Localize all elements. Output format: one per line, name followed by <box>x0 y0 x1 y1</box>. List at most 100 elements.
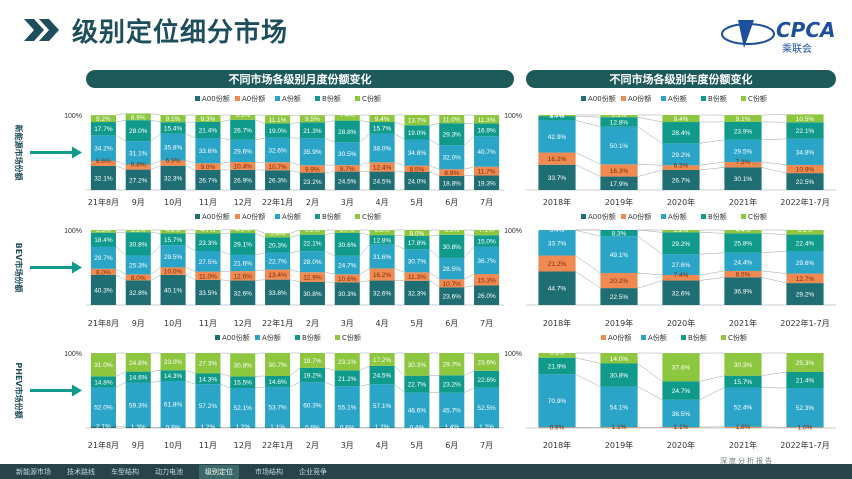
bar-segment <box>230 427 256 428</box>
bar-segment <box>439 123 465 146</box>
data-label: 70.9% <box>548 398 567 405</box>
bar-segment <box>724 230 762 234</box>
bar-segment <box>439 426 465 428</box>
monthly-panel-header: 不同市场各级别月度份额变化 <box>86 70 514 88</box>
data-label: 3.2% <box>674 227 689 234</box>
connector-line <box>637 229 663 233</box>
nav-item[interactable]: 市场结构 <box>255 467 283 476</box>
bar-segment <box>369 268 395 281</box>
bar-segment <box>369 133 395 163</box>
bar-segment <box>299 251 325 273</box>
bar-segment <box>90 387 116 427</box>
bar-segment <box>195 279 221 305</box>
data-label: 30.3% <box>408 362 427 369</box>
data-label: 22.7% <box>268 259 287 266</box>
connector-line <box>699 387 725 401</box>
nav-item[interactable]: 级别定位 <box>199 464 239 479</box>
bar-segment <box>265 427 291 428</box>
bar-segment <box>662 232 700 255</box>
legend-label: A00份额 <box>202 212 230 221</box>
x-tick-label: 6月 <box>445 198 458 207</box>
nav-item[interactable]: 企业竞争 <box>299 467 327 476</box>
connector-line <box>464 166 475 170</box>
bar-segment <box>404 392 430 428</box>
data-label: 4.4% <box>736 227 751 234</box>
legend-label: A份额 <box>668 94 687 103</box>
connector-line <box>324 367 335 371</box>
bar-segment <box>160 122 186 134</box>
data-label: 8.0% <box>96 269 111 276</box>
bar-segment <box>662 275 700 281</box>
data-label: 6.9% <box>166 158 181 165</box>
bar-segment <box>230 139 256 163</box>
x-tick-label: 2020年 <box>667 318 695 328</box>
bar-segment <box>369 230 395 236</box>
bar-segment <box>160 245 186 268</box>
data-label: 31.1% <box>129 150 148 157</box>
bar-segment <box>786 427 824 428</box>
bar-segment <box>160 267 186 275</box>
nav-item[interactable]: 技术路线 <box>67 467 95 476</box>
bar-segment <box>786 138 824 165</box>
data-label: 26.0% <box>477 293 496 300</box>
data-label: 52.0% <box>94 404 113 411</box>
legend-label: A份额 <box>282 212 301 221</box>
data-label: 17.8% <box>408 240 427 247</box>
connector-line <box>761 371 787 376</box>
data-label: 0.4% <box>550 227 565 234</box>
data-label: 30.3% <box>338 291 357 298</box>
x-tick-label: 12月 <box>234 441 252 450</box>
data-label: 22.5% <box>796 179 815 186</box>
data-label: 52.1% <box>234 405 253 412</box>
data-label: 35.9% <box>303 149 322 156</box>
bar-segment <box>265 252 291 270</box>
connector-line <box>429 272 440 280</box>
x-tick-label: 3月 <box>341 198 354 207</box>
connector-line <box>464 273 475 280</box>
bar-segment <box>230 169 256 190</box>
data-label: 23.6% <box>477 359 496 366</box>
connector-line <box>324 381 335 387</box>
connector-line <box>761 114 787 116</box>
bar-segment <box>474 115 500 124</box>
arrow-head-icon <box>72 146 82 159</box>
data-label: 8.3% <box>612 231 627 238</box>
bar-segment <box>265 162 291 171</box>
bar-segment <box>125 280 151 305</box>
bar-segment <box>334 115 360 121</box>
data-label: 8.9% <box>444 170 459 177</box>
bar-segment <box>299 122 325 139</box>
connector-line <box>115 160 126 165</box>
bar-segment <box>160 427 186 428</box>
bar-segment <box>404 249 430 273</box>
bar-segment <box>439 230 465 235</box>
connector-line <box>290 162 300 166</box>
connector-line <box>220 161 231 164</box>
connector-line <box>359 384 370 387</box>
bar-segment <box>439 353 465 376</box>
x-tick-label: 3月 <box>341 319 354 328</box>
data-label: 32.6% <box>373 290 392 297</box>
connector-line <box>150 274 161 281</box>
x-tick-label: 22年1月 <box>262 318 293 328</box>
bar-segment <box>786 273 824 284</box>
legend-label: A份额 <box>282 94 301 103</box>
data-label: 9.5% <box>305 116 320 123</box>
nav-item[interactable]: 动力电池 <box>155 467 183 476</box>
bar-segment <box>600 386 638 428</box>
nav-item[interactable]: 车型结构 <box>111 467 139 476</box>
connector-line <box>220 119 231 123</box>
bar-segment <box>125 169 151 190</box>
bar-segment <box>230 119 256 140</box>
data-label: 55.1% <box>338 404 357 411</box>
x-tick-label: 2月 <box>306 198 319 207</box>
bar-segment <box>662 381 700 400</box>
data-label: 4.5% <box>235 227 250 234</box>
data-label: 5.4% <box>270 230 285 237</box>
connector-line <box>575 255 601 274</box>
connector-line <box>150 165 161 170</box>
data-label: 21.6% <box>234 261 253 268</box>
bar-segment <box>786 251 824 274</box>
bar-segment <box>404 353 430 376</box>
nav-item[interactable]: 新能源市场 <box>16 467 51 476</box>
